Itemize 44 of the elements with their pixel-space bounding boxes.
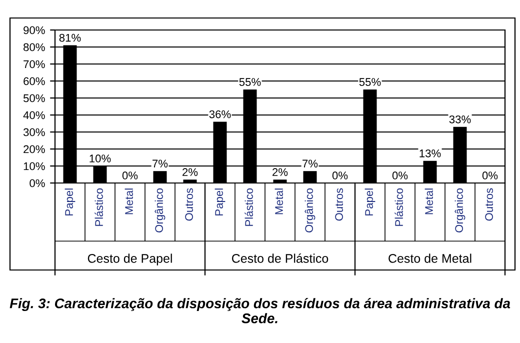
data-label: 55% [359,78,381,86]
data-label: 0% [332,172,348,180]
y-tick-label: 20% [24,145,45,154]
x-tick-label: Plástico [94,188,103,226]
y-tick-label: 0% [30,179,45,188]
data-label: 0% [122,172,138,180]
x-tick-label: Metal [424,188,433,214]
y-tick-label: 90% [24,26,45,34]
x-tick-label: Orgânico [304,188,316,232]
data-label: 55% [239,78,261,86]
data-label: 0% [482,172,498,180]
x-tick-label: Orgânico [454,188,466,232]
text: Cesto de Plástico [232,254,328,263]
text: Cesto de Papel [88,254,172,266]
y-tick-label: 40% [23,111,45,120]
x-tick-label: Papel [364,188,376,216]
x-tick-label: Plástico [244,188,253,226]
x-tick-label: Orgânico [154,188,166,232]
y-tick-label: 70% [24,60,45,68]
data-label: 2% [272,168,288,176]
y-tick-label: 10% [24,162,45,170]
x-tick-label: Plástico [394,188,403,226]
x-tick-label: Outros [185,188,193,221]
data-label: 13% [420,149,441,158]
y-tick-label: 80% [24,43,45,52]
data-label: 10% [90,154,111,162]
x-tick-label: Outros [335,188,343,221]
data-label: 36% [209,110,231,118]
x-tick-label: Outros [485,188,493,221]
data-label: 33% [449,115,471,124]
data-label: 0% [392,172,408,180]
y-tick-label: 30% [23,128,45,136]
data-label: 7% [152,160,168,168]
x-tick-label: Metal [274,188,283,214]
data-label: 81% [59,34,81,42]
data-label: 2% [182,168,198,176]
y-tick-label: 50% [23,94,45,102]
x-tick-label: Metal [124,188,133,214]
text: Cesto de Metal [388,254,472,263]
y-tick-label: 60% [24,77,45,86]
x-tick-label: Papel [214,188,226,216]
caption: Fig. 3: Caracterização da disposição dos resíduos da área administrativa da Sede. [10,298,510,324]
data-label: 7% [302,160,318,168]
x-tick-label: Papel [64,188,76,216]
